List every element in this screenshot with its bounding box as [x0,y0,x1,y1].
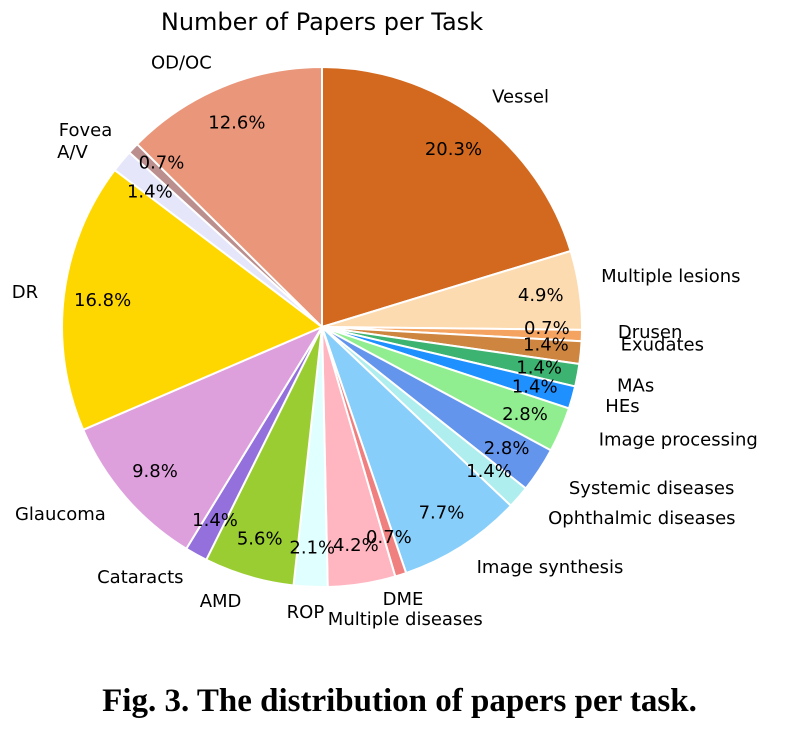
pie-slice-dr [61,168,324,432]
category-label-a-v: A/V [57,142,88,163]
pie-slice-od-oc [135,65,323,330]
pie-slice-vessel [321,65,572,329]
percentage-labels: 20.3%4.9%0.7%1.4%1.4%1.4%2.8%2.8%1.4%7.7… [74,113,570,559]
category-label-hes: HEs [605,396,639,417]
pct-label-multiple-lesions: 4.9% [518,285,564,306]
category-label-image-processing: Image processing [599,430,758,451]
figure-caption: Fig. 3. The distribution of papers per t… [102,683,697,719]
category-label-dr: DR [12,282,38,303]
pct-label-a-v: 1.4% [127,181,173,202]
category-label-vessel: Vessel [492,87,549,108]
pct-label-vessel: 20.3% [425,139,482,160]
pie-chart: Number of Papers per Task 20.3%4.9%0.7%1… [12,8,758,631]
category-label-multiple-lesions: Multiple lesions [601,266,740,287]
pct-label-rop: 2.1% [289,537,335,558]
pct-label-exudates: 1.4% [523,334,569,355]
pct-label-cataracts: 1.4% [192,510,238,531]
category-label-systemic-diseases: Systemic diseases [569,478,734,499]
category-label-drusen: Drusen [618,322,683,343]
category-label-dme: DME [383,589,424,610]
category-label-fovea: Fovea [59,120,112,141]
pct-label-image-synthesis: 7.7% [419,502,465,523]
pct-label-amd: 5.6% [237,529,283,550]
pct-label-fovea: 0.7% [139,153,185,174]
pie-slice-glaucoma [81,324,325,551]
pct-label-image-processing: 2.8% [502,404,548,425]
category-label-od-oc: OD/OC [151,53,212,74]
pct-label-multiple-diseases: 4.2% [333,535,379,556]
pie-slice-image-synthesis [321,326,513,575]
category-label-mas: MAs [617,376,654,397]
pct-label-od-oc: 12.6% [208,113,265,134]
category-label-glaucoma: Glaucoma [15,504,106,525]
pct-label-mas: 1.4% [516,358,562,379]
category-label-multiple-diseases: Multiple diseases [328,609,483,630]
category-label-amd: AMD [200,591,242,612]
pct-label-systemic-diseases: 2.8% [484,438,530,459]
category-label-ophthalmic-diseases: Ophthalmic diseases [548,508,735,529]
category-label-exudates: Exudates [621,335,704,356]
pie-slices [61,65,583,588]
category-label-image-synthesis: Image synthesis [477,557,624,578]
chart-title: Number of Papers per Task [161,8,483,36]
pct-label-glaucoma: 9.8% [132,461,178,482]
pct-label-dr: 16.8% [74,290,131,311]
pct-label-hes: 1.4% [512,376,558,397]
category-label-rop: ROP [287,602,325,623]
pct-label-dme: 0.7% [366,527,412,548]
pct-label-drusen: 0.7% [524,318,570,339]
pct-label-ophthalmic-diseases: 1.4% [466,461,512,482]
category-label-cataracts: Cataracts [97,567,183,588]
